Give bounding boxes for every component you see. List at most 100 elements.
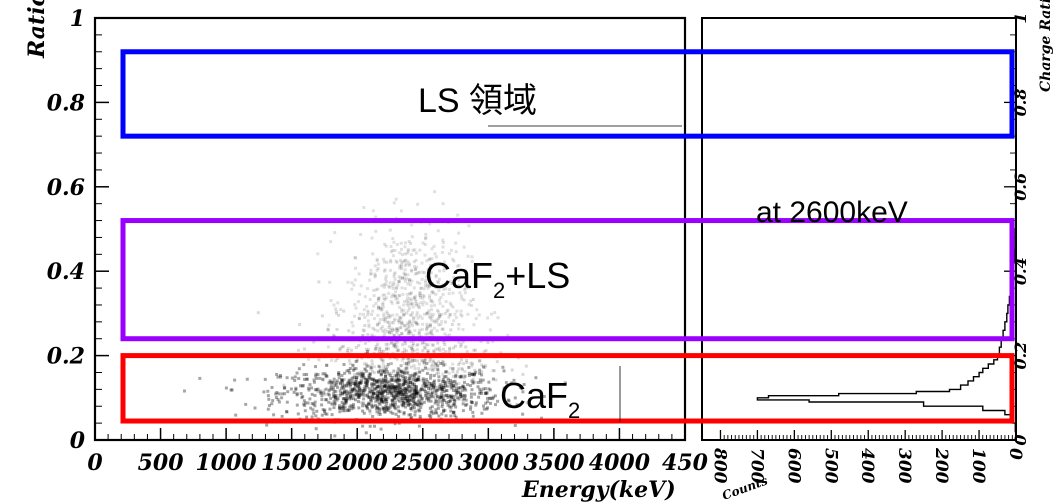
density-cell <box>404 349 408 353</box>
density-cell <box>342 387 346 391</box>
density-cell <box>411 389 414 392</box>
density-cell <box>432 383 436 387</box>
density-cell <box>433 365 437 369</box>
density-cell <box>404 327 408 331</box>
density-cell <box>478 391 482 395</box>
density-cell <box>496 316 500 320</box>
density-cell <box>453 312 457 316</box>
density-cell <box>395 327 399 331</box>
density-cell <box>366 311 370 315</box>
density-cell <box>341 385 345 389</box>
density-cell <box>416 322 420 326</box>
density-cell <box>460 367 464 370</box>
density-cell <box>300 396 304 400</box>
density-cell <box>397 415 401 419</box>
density-cell <box>409 416 413 419</box>
density-cell <box>410 359 414 363</box>
density-cell <box>405 392 409 396</box>
density-cell <box>343 383 347 387</box>
density-cell <box>332 380 336 384</box>
density-cell <box>351 388 355 392</box>
density-cell <box>341 397 345 401</box>
density-cell <box>356 392 360 396</box>
density-cell <box>441 262 445 266</box>
density-cell <box>394 395 398 399</box>
density-cell <box>413 410 417 414</box>
density-cell <box>444 287 448 291</box>
density-cell <box>427 258 431 262</box>
density-cell <box>430 247 434 251</box>
density-cell <box>479 339 483 343</box>
density-cell <box>365 383 369 387</box>
density-cell <box>400 286 404 290</box>
density-cell <box>418 294 422 298</box>
density-cell <box>394 373 398 377</box>
density-cell <box>354 266 357 270</box>
density-cell <box>394 259 398 263</box>
density-cell <box>444 350 448 354</box>
density-cell <box>389 362 393 365</box>
density-cell <box>408 376 412 380</box>
density-cell <box>351 394 355 397</box>
density-cell <box>382 385 386 389</box>
density-cell <box>428 356 432 360</box>
density-cell <box>386 362 390 366</box>
density-cell <box>401 313 405 316</box>
density-cell <box>491 369 495 373</box>
density-cell <box>421 340 425 344</box>
density-cell <box>447 381 451 385</box>
density-cell <box>376 379 380 383</box>
density-cell <box>421 296 425 300</box>
density-cell <box>413 388 417 392</box>
density-cell <box>364 384 368 387</box>
density-cell <box>441 398 445 402</box>
density-cell <box>440 386 444 389</box>
density-cell <box>363 367 367 371</box>
density-cell <box>378 402 382 406</box>
density-cell <box>358 387 362 391</box>
density-cell <box>369 268 373 272</box>
density-cell <box>363 377 367 381</box>
density-cell <box>426 325 430 329</box>
density-cell <box>512 378 516 382</box>
density-cell <box>411 396 415 400</box>
density-cell <box>465 402 469 406</box>
density-cell <box>425 383 429 387</box>
density-cell <box>274 396 278 399</box>
density-cell <box>327 323 331 327</box>
right-y-tick-label: 0.2 <box>1011 342 1030 370</box>
density-cell <box>428 331 432 335</box>
density-cell <box>361 334 365 338</box>
density-cell <box>338 410 342 414</box>
density-cell <box>437 315 441 319</box>
density-cell <box>415 378 419 382</box>
density-cell <box>444 300 448 304</box>
density-cell <box>393 385 397 389</box>
density-cell <box>406 249 410 253</box>
density-cell <box>437 379 441 383</box>
density-cell <box>405 363 409 367</box>
density-cell <box>461 402 465 406</box>
density-cell <box>413 392 417 396</box>
density-cell <box>441 384 445 388</box>
density-cell <box>426 390 430 394</box>
density-cell <box>302 402 306 406</box>
density-cell <box>413 272 417 276</box>
density-cell <box>433 262 437 266</box>
density-cell <box>450 381 454 385</box>
density-cell <box>454 389 458 393</box>
density-cell <box>413 374 417 378</box>
density-cell <box>413 372 417 376</box>
density-cell <box>408 390 412 394</box>
density-cell <box>373 403 377 407</box>
y-axis-title: Ratio <box>24 0 50 59</box>
density-cell <box>285 410 289 414</box>
density-cell <box>432 411 435 415</box>
density-cell <box>362 387 366 391</box>
density-cell <box>502 386 506 390</box>
density-cell <box>425 361 429 365</box>
density-cell <box>369 399 373 403</box>
density-cell <box>276 375 280 379</box>
right-y-tick-label: 0 <box>1011 434 1030 445</box>
density-cell <box>463 370 467 373</box>
